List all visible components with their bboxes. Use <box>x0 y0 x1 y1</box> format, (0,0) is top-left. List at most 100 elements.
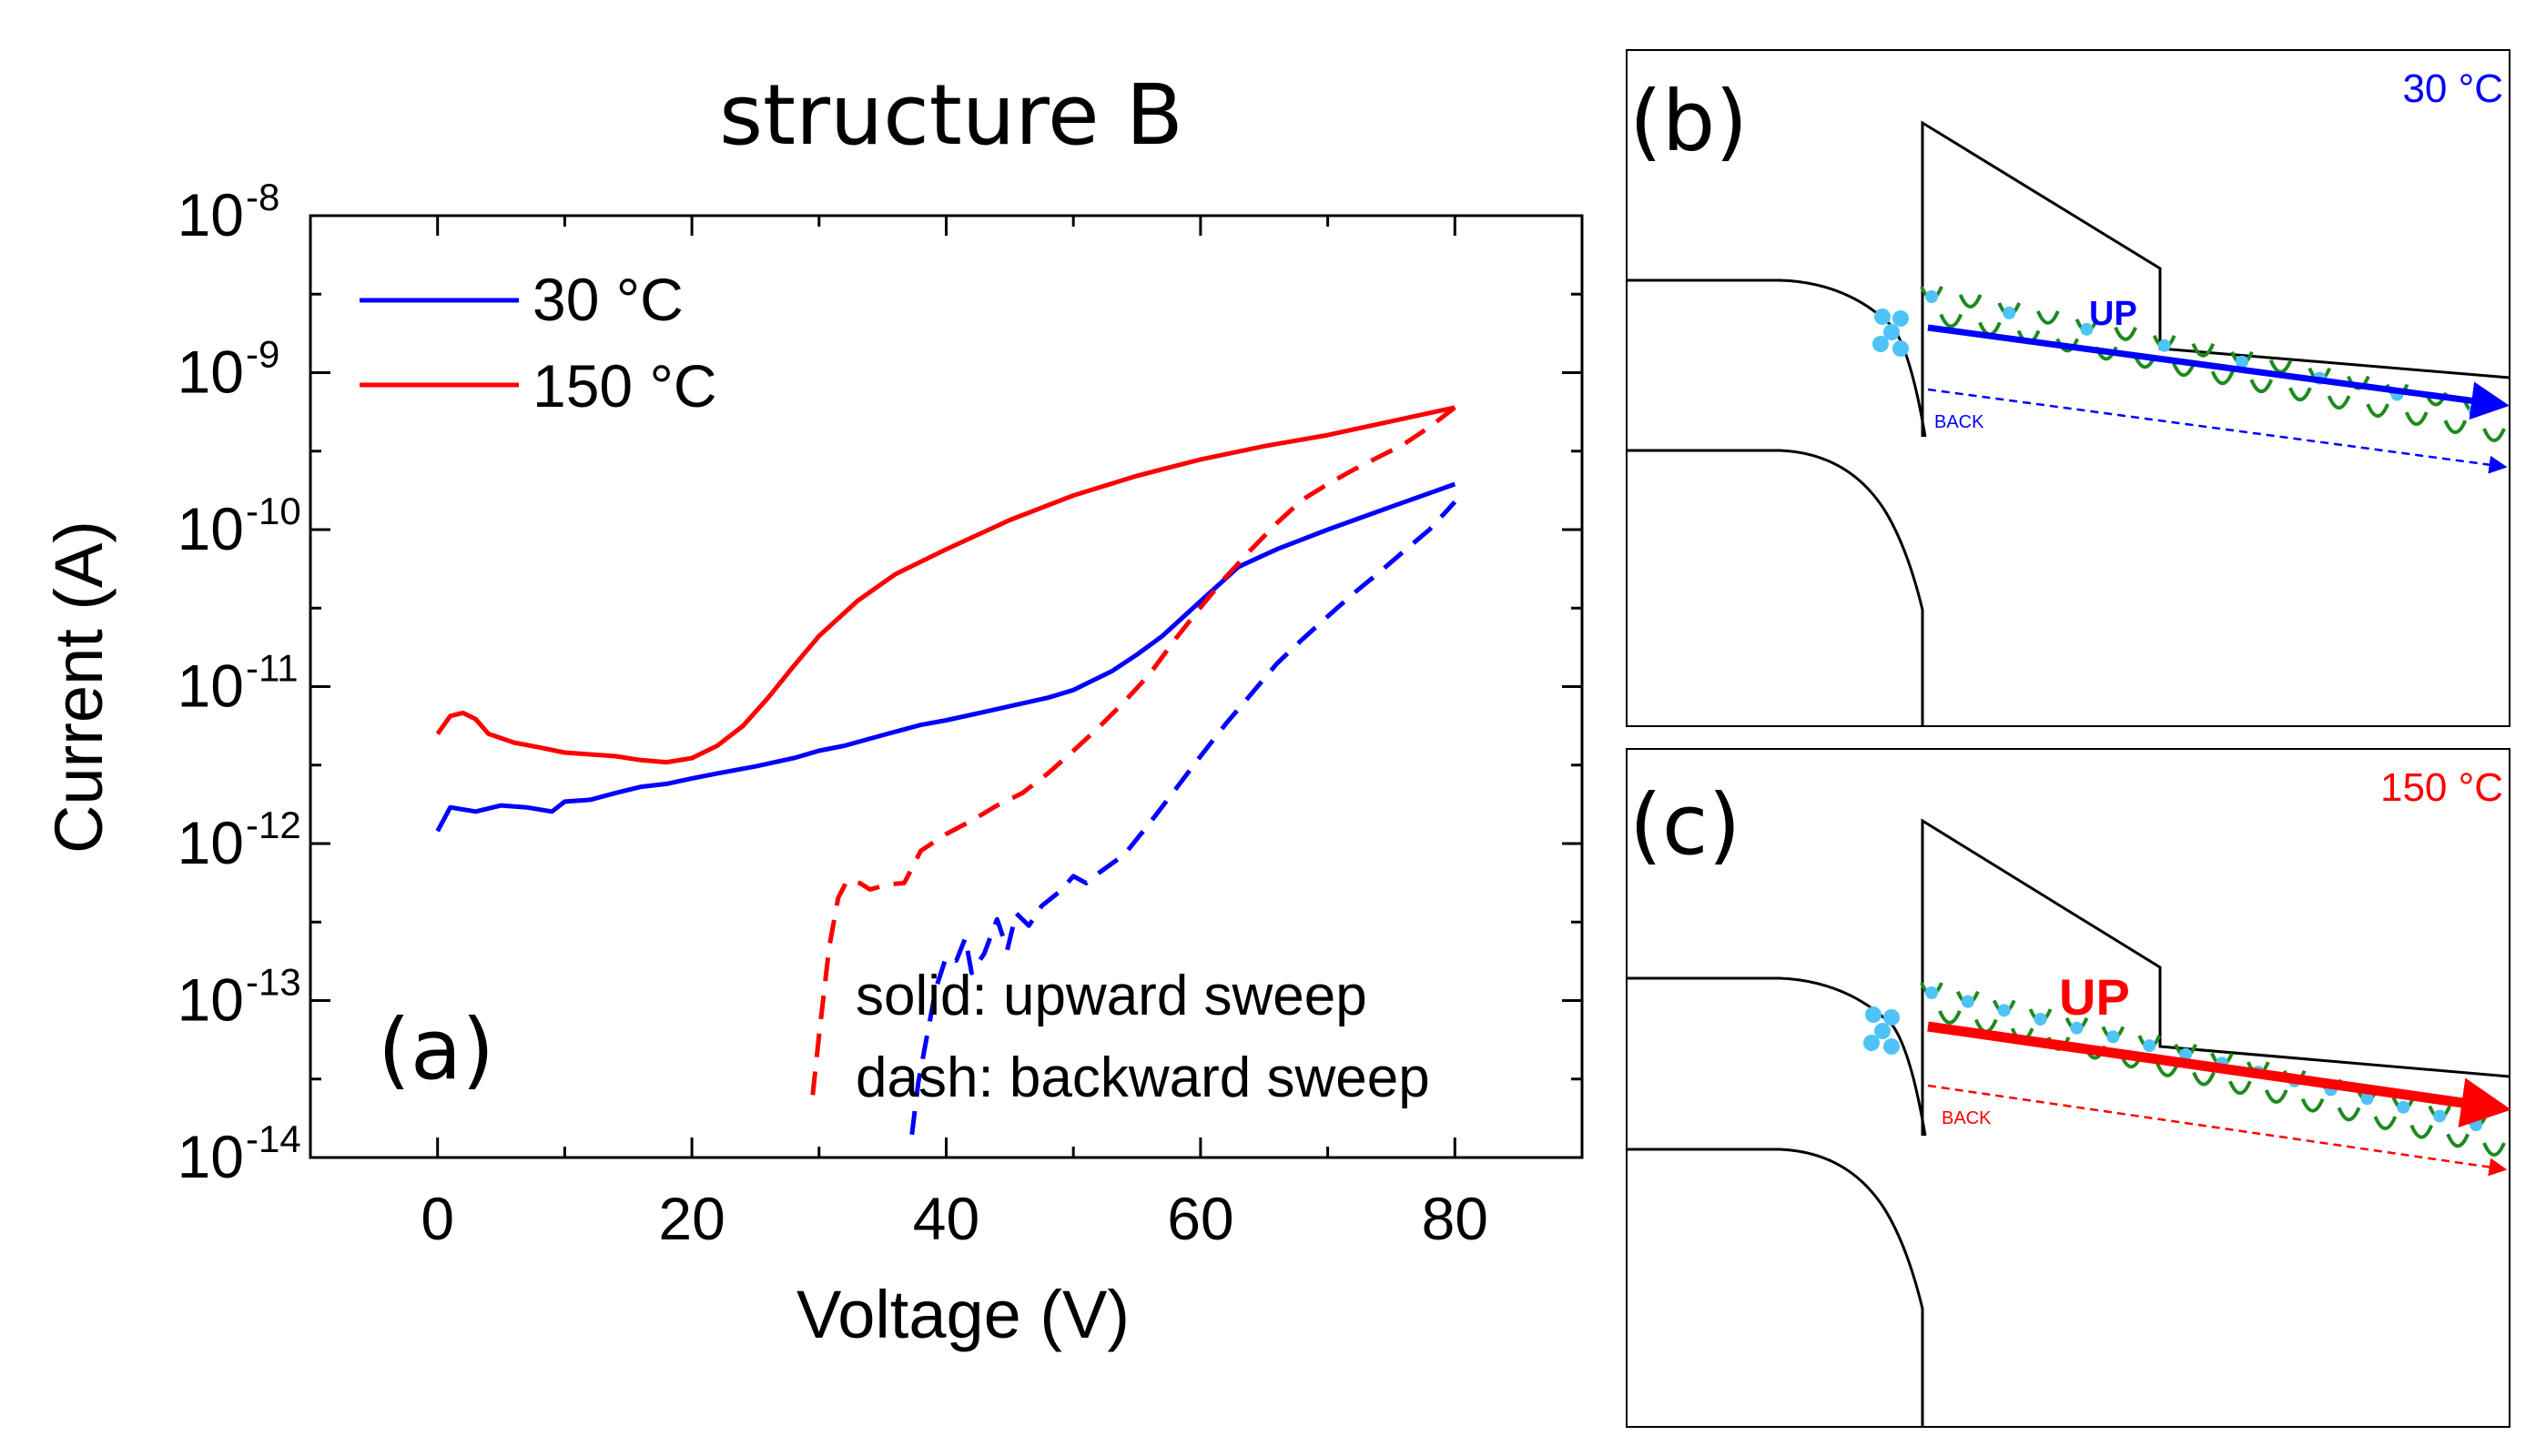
trapped-electron <box>2157 339 2171 352</box>
up-arrow-c <box>1927 1021 2511 1128</box>
valence-band-left <box>1627 449 1924 726</box>
trap-marker <box>2404 411 2429 426</box>
annotation-dash: dash: backward sweep <box>856 1046 1430 1109</box>
trap-marker <box>2373 1116 2398 1130</box>
valence-band-left-c <box>1627 1148 1924 1427</box>
trap-marker <box>2482 1142 2506 1157</box>
panel-label-b: (b) <box>1629 73 1748 170</box>
back-arrow-c <box>1927 1084 2508 1177</box>
trap-marker <box>2446 1133 2470 1148</box>
trapped-electron <box>1925 986 1938 999</box>
x-tick-label: 20 <box>658 1185 725 1252</box>
back-arrow-b <box>1927 388 2508 474</box>
up-label-b: UP <box>2089 295 2137 333</box>
trapped-electron <box>1925 290 1938 303</box>
trap-marker <box>2366 403 2389 419</box>
legend: 30 °C 150 °C <box>360 266 717 420</box>
trapped-electron <box>2433 1109 2447 1123</box>
series-line-3 <box>810 405 1456 1096</box>
trap-marker <box>2228 1080 2252 1096</box>
trap-marker <box>2210 370 2235 386</box>
trapped-electron <box>2470 1118 2483 1132</box>
band-diagram-30c: (b) 30 °C UP BACK <box>1626 49 2510 727</box>
y-tick-label: 10 <box>178 495 244 562</box>
trap-marker <box>2409 1124 2434 1139</box>
trap-marker <box>2249 379 2274 394</box>
x-tick-labels: 0 20 40 60 80 <box>421 1185 1488 1252</box>
trapped-electron <box>2468 404 2481 418</box>
trap-marker <box>2192 1071 2216 1087</box>
y-tick-label: 10 <box>178 1123 244 1190</box>
legend-label-30c: 30 °C <box>533 266 684 333</box>
panel-label-c: (c) <box>1629 776 1740 874</box>
chart-panel-a: structure B 0 20 40 60 80 10-810-910-1010-11… <box>41 66 1584 1352</box>
electron-cluster <box>1872 308 1909 357</box>
trap-marker <box>2172 362 2196 378</box>
back-label-c: BACK <box>1942 1108 1992 1128</box>
trap-marker <box>2327 395 2351 410</box>
trap-marker <box>1958 294 1983 308</box>
temp-label-30c: 30 °C <box>2402 66 2503 111</box>
y-tick-exponent: -13 <box>246 961 301 1004</box>
trap-marker <box>2482 428 2506 442</box>
trapped-electron <box>2034 1013 2047 1026</box>
y-tick-exponent: -14 <box>246 1117 301 1160</box>
legend-label-150c: 150 °C <box>533 352 717 420</box>
y-tick-exponent: -9 <box>246 333 279 376</box>
x-tick-label: 80 <box>1422 1185 1488 1252</box>
conduction-band-left-c <box>1627 976 1927 1137</box>
trap-marker <box>2264 1089 2288 1104</box>
trap-marker <box>2288 387 2312 402</box>
trapped-electron <box>2360 1092 2374 1106</box>
x-axis-label: Voltage (V) <box>796 1277 1130 1352</box>
trapped-electron <box>2003 306 2016 319</box>
y-tick-label: 10 <box>178 339 244 406</box>
ticks-layer <box>309 214 1584 1159</box>
trapped-electron <box>2070 1021 2084 1035</box>
x-tick-label: 60 <box>1167 1185 1233 1252</box>
trap-states-c <box>1920 982 2506 1157</box>
trap-marker <box>2443 420 2468 434</box>
trap-states <box>1920 286 2506 442</box>
y-tick-exponent: -12 <box>246 804 301 846</box>
trapped-electron <box>2179 1047 2193 1061</box>
back-label-b: BACK <box>1934 412 1984 432</box>
trapped-electron <box>2235 355 2248 369</box>
trap-marker <box>2155 1063 2180 1077</box>
series-line-2 <box>909 500 1457 1136</box>
trap-marker <box>1939 313 1963 329</box>
x-tick-label: 0 <box>421 1185 454 1252</box>
annotation-solid: solid: upward sweep <box>856 965 1367 1027</box>
y-tick-label: 10 <box>178 966 244 1034</box>
y-axis-label: Current (A) <box>41 521 117 854</box>
trapped-electron <box>2106 1030 2120 1044</box>
series-line-0 <box>435 481 1456 833</box>
chart-title: structure B <box>719 66 1183 164</box>
band-diagram-150c: (c) 150 °C UP BACK <box>1626 748 2511 1428</box>
trapped-electron <box>2143 1039 2156 1053</box>
panel-label-a: (a) <box>378 1001 494 1098</box>
series-line-1 <box>435 405 1456 765</box>
trapped-electron <box>2080 322 2094 336</box>
series-layer <box>435 405 1457 1136</box>
trap-marker <box>2300 1097 2325 1113</box>
trap-marker <box>2191 342 2216 358</box>
y-tick-exponent: -11 <box>246 647 299 690</box>
y-tick-label: 10 <box>178 809 244 876</box>
trapped-electron <box>1997 1004 2011 1017</box>
x-tick-label: 40 <box>913 1185 979 1252</box>
y-tick-label: 10 <box>178 181 244 248</box>
up-label-c: UP <box>2059 968 2130 1026</box>
trapped-electron <box>1961 995 1974 1008</box>
y-tick-exponent: -8 <box>246 176 279 218</box>
trap-marker <box>2036 310 2060 325</box>
y-tick-exponent: -10 <box>246 490 301 532</box>
up-arrow-b <box>1927 324 2510 420</box>
trap-marker <box>1938 1010 1962 1025</box>
electron-cluster-c <box>1863 1006 1900 1055</box>
trap-marker <box>2114 327 2137 341</box>
trap-marker <box>2337 1107 2361 1122</box>
temp-label-150c: 150 °C <box>2380 765 2503 810</box>
